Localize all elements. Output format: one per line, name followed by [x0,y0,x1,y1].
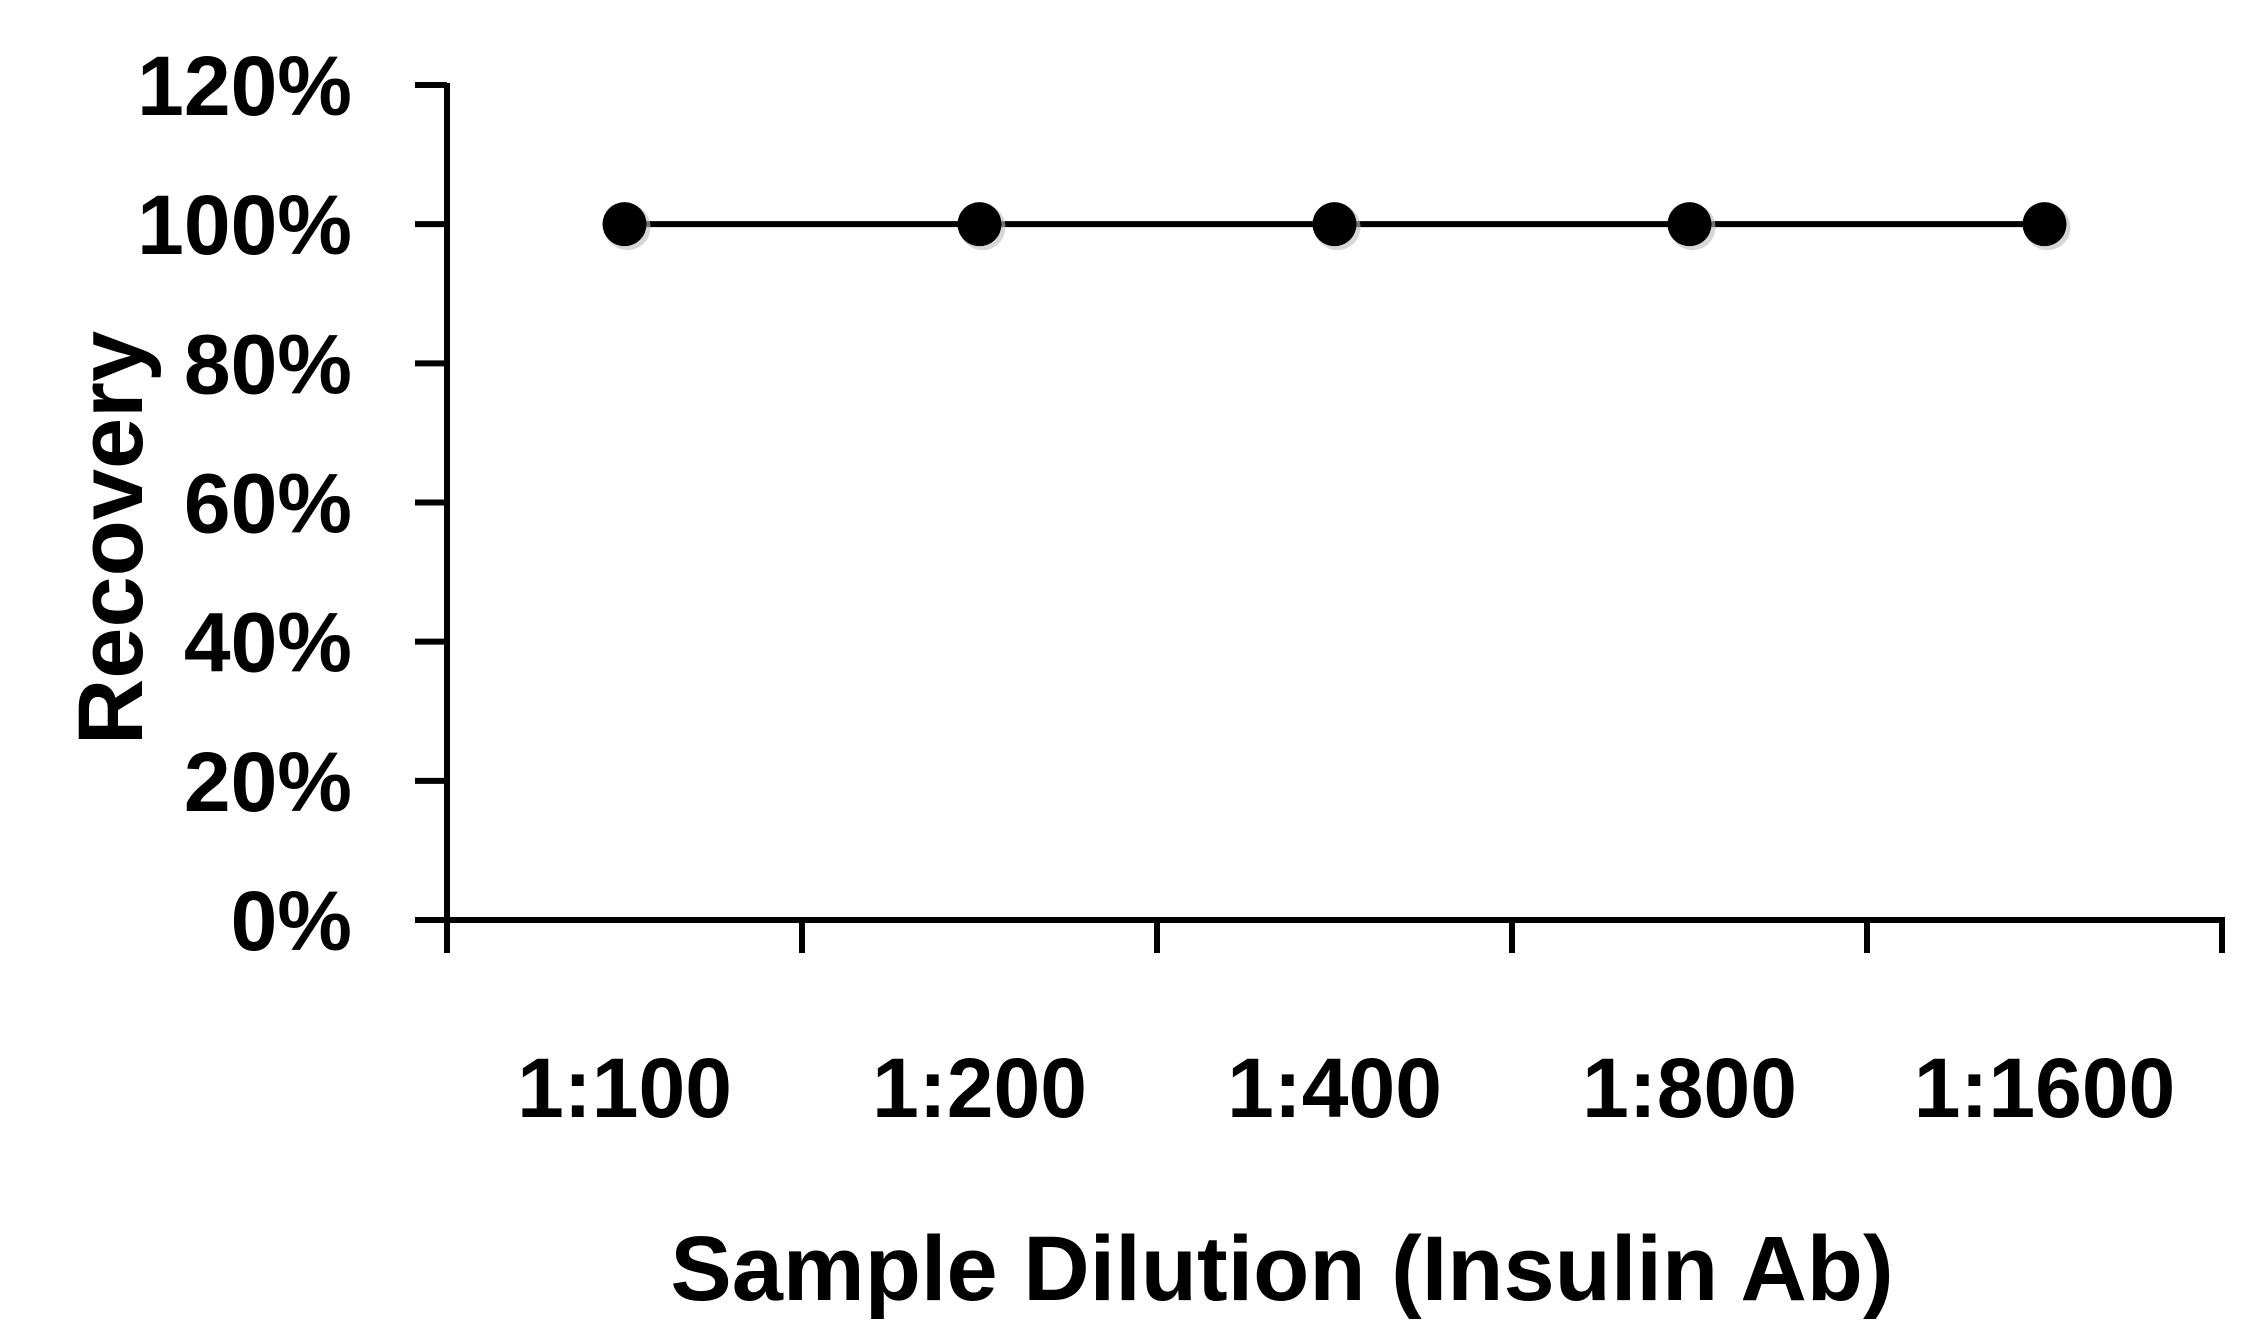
x-axis-ticks: 1:100 1:200 1:400 1:800 1:1600 [444,920,2225,1135]
data-point [602,202,647,247]
y-axis-ticks: 0% 20% 40% 60% 80% 100% 120% [137,39,447,968]
y-tick-label: 20% [184,735,352,829]
data-point [1312,202,1357,247]
data-point [957,202,1002,247]
y-tick-label: 100% [137,178,352,272]
x-tick-label: 1:200 [872,1041,1087,1135]
x-axis-title: Sample Dilution (Insulin Ab) [670,1218,1893,1320]
y-tick-label: 0% [231,874,352,968]
y-tick-label: 60% [184,457,352,551]
x-tick-label: 1:800 [1582,1041,1797,1135]
y-tick-label: 80% [184,317,352,411]
data-point [2022,202,2067,247]
x-tick-label: 1:400 [1227,1041,1442,1135]
x-tick-label: 1:1600 [1914,1041,2176,1135]
series-group [602,202,2071,251]
y-axis-title: Recovery [60,331,162,745]
y-tick-label: 120% [137,39,352,133]
data-point [1667,202,1712,247]
y-tick-label: 40% [184,596,352,690]
x-tick-label: 1:100 [517,1041,732,1135]
